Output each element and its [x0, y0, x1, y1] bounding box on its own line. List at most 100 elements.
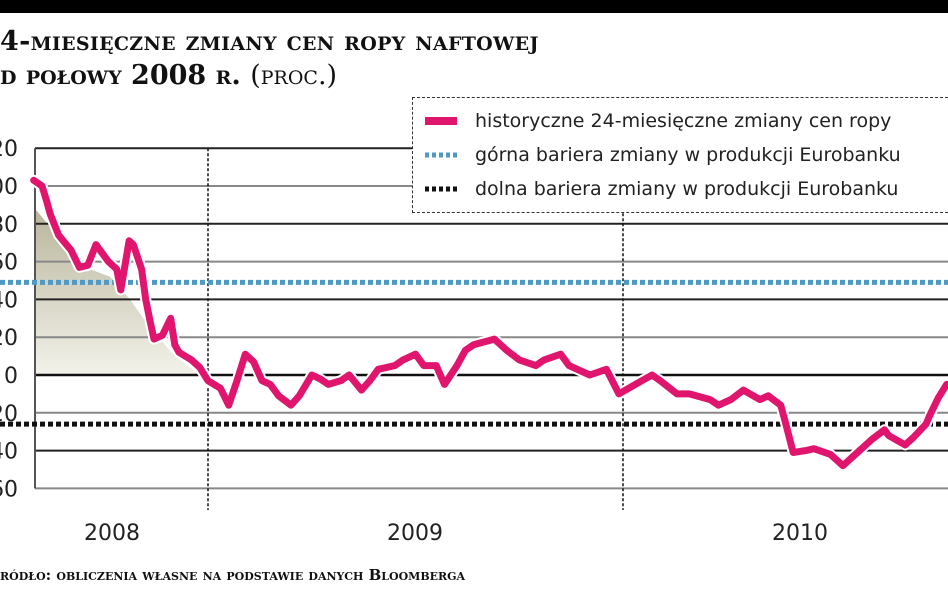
legend-swatch-black-dotted [425, 186, 457, 192]
data-point [943, 381, 948, 388]
data-point [412, 351, 419, 358]
data-point [657, 377, 664, 384]
data-point [781, 417, 788, 424]
data-point [810, 445, 817, 452]
top-bar [0, 0, 948, 13]
data-point [43, 196, 50, 203]
data-point [470, 341, 477, 348]
legend-item-historical: historyczne 24-miesięczne zmiany cen rop… [425, 106, 891, 136]
data-point [188, 356, 195, 363]
data-point [827, 451, 834, 458]
legend-label: historyczne 24-miesięczne zmiany cen rop… [475, 110, 892, 132]
data-point [76, 264, 83, 271]
data-point [615, 390, 622, 397]
legend-label: górna bariera zmiany w produkcji Euroban… [475, 144, 901, 166]
data-point [727, 396, 734, 403]
y-tick-label: 60 [0, 251, 18, 276]
data-point [47, 211, 54, 218]
data-point [68, 247, 75, 254]
data-point [740, 387, 747, 394]
data-point [151, 336, 158, 343]
data-point [234, 377, 241, 384]
data-point [885, 432, 892, 439]
data-point [532, 362, 539, 369]
data-point [126, 237, 133, 244]
data-point [503, 347, 510, 354]
legend-item-lower-barrier: dolna bariera zmiany w produkcji Euroban… [425, 174, 898, 204]
data-point [707, 396, 714, 403]
data-point [122, 262, 128, 269]
data-point [856, 447, 863, 454]
data-point [777, 402, 784, 409]
data-point [196, 364, 203, 371]
data-point [632, 381, 639, 388]
chart-title-line2: d połowy 2008 r. (proc.) [0, 60, 337, 91]
data-point [39, 183, 45, 189]
data-point [586, 372, 593, 378]
y-tick-label: 0 [4, 364, 18, 389]
data-point [250, 358, 257, 365]
data-point [603, 366, 610, 373]
data-point [308, 372, 315, 378]
data-point [927, 411, 934, 418]
data-point [441, 381, 448, 388]
chart-title-line2-text: d połowy 2008 r. [0, 60, 241, 91]
data-point [275, 392, 282, 399]
y-tick-label: 20 [0, 326, 18, 351]
data-point [454, 362, 460, 369]
data-point [673, 390, 680, 397]
data-point [790, 449, 797, 456]
data-point [217, 385, 224, 392]
legend-item-upper-barrier: górna bariera zmiany w produkcji Euroban… [425, 140, 901, 170]
data-point [765, 392, 772, 399]
legend: historyczne 24-miesięczne zmiany cen rop… [412, 97, 948, 213]
data-point [910, 434, 917, 441]
data-point [516, 356, 523, 363]
data-point [117, 286, 124, 293]
legend-swatch-pink-line [425, 117, 457, 125]
data-point [881, 426, 888, 433]
data-point [84, 262, 91, 269]
data-point [296, 392, 303, 399]
source-note: ródło: obliczenia własne na podstawie da… [0, 566, 466, 584]
data-point [130, 241, 137, 248]
x-tick-label: 2010 [772, 521, 828, 546]
data-point [258, 377, 265, 384]
data-point [167, 315, 174, 322]
data-point [317, 375, 324, 382]
legend-label: dolna bariera zmiany w produkcji Euroban… [475, 178, 899, 200]
data-point [337, 377, 344, 384]
data-point [346, 372, 353, 378]
data-point [869, 436, 875, 443]
data-point [433, 362, 440, 369]
chart-unit: (proc.) [250, 60, 338, 91]
y-tick-label: -40 [0, 440, 18, 465]
chart-title-line1: 4-miesięczne zmiany cen ropy naftowej [0, 26, 539, 57]
data-point [159, 332, 166, 339]
data-point [225, 402, 232, 409]
y-tick-label: 40 [0, 288, 18, 313]
y-tick-label: 80 [0, 213, 18, 238]
data-point [802, 447, 809, 454]
data-point [142, 296, 149, 303]
data-point [935, 394, 942, 401]
data-point [462, 347, 469, 354]
data-point [491, 336, 498, 343]
data-point [557, 351, 564, 358]
y-tick-label: -20 [0, 402, 18, 427]
legend-swatch-blue-dotted [425, 152, 457, 158]
data-point [171, 341, 178, 348]
data-point [541, 356, 548, 363]
data-point [92, 241, 99, 248]
data-point [267, 381, 274, 388]
y-tick-label: 120 [0, 137, 18, 162]
data-point [922, 421, 929, 428]
data-point [420, 362, 427, 369]
data-point [113, 266, 120, 273]
data-point [715, 402, 722, 409]
data-point [242, 351, 249, 358]
data-point [902, 441, 909, 448]
data-point [55, 232, 62, 239]
data-point [566, 362, 573, 369]
y-tick-label: 100 [0, 175, 18, 200]
